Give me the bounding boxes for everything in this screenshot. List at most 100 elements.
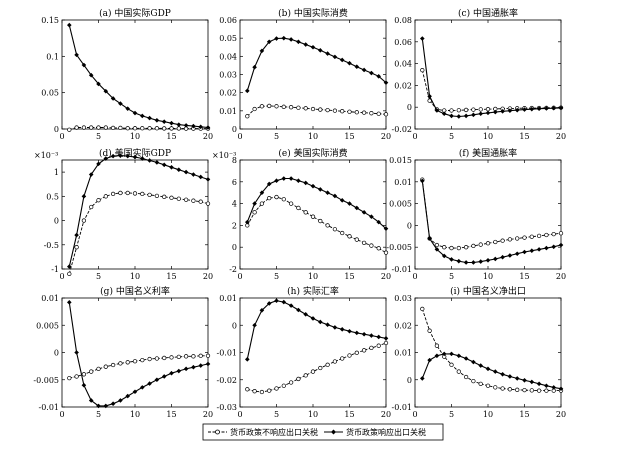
data-point-diamond	[245, 357, 250, 362]
data-point-diamond	[296, 307, 301, 313]
data-point-diamond	[456, 114, 462, 119]
data-point-diamond	[376, 334, 381, 340]
data-point-diamond	[169, 120, 174, 126]
data-point-diamond	[259, 190, 265, 195]
data-point-circle	[169, 355, 174, 360]
data-point-circle	[118, 361, 123, 366]
data-point-diamond	[449, 351, 454, 357]
data-point-circle	[288, 201, 294, 206]
data-point-diamond	[103, 403, 109, 409]
chart-title: (i) 中国名义净出口	[450, 285, 526, 297]
data-point-diamond	[96, 81, 101, 87]
data-point-circle	[347, 234, 352, 239]
data-point-diamond	[441, 351, 447, 357]
data-point-circle	[140, 357, 145, 363]
data-point-diamond	[132, 154, 138, 160]
data-point-diamond	[354, 205, 360, 211]
data-point-diamond	[296, 39, 301, 45]
data-point-diamond	[427, 94, 432, 99]
data-point-diamond	[434, 247, 440, 252]
chart-panel-1: (a) 中国实际GDP 0 5 10 15 20 0 0.05 0.1 0.15	[41, 7, 213, 141]
series-line-no-response	[68, 192, 209, 274]
data-point-circle	[281, 104, 286, 109]
x-tick-label: 10	[308, 132, 318, 141]
data-point-circle	[347, 353, 352, 358]
data-point-diamond	[110, 96, 116, 101]
y-tick-label: 0.05	[219, 34, 237, 43]
data-point-circle	[522, 235, 527, 240]
axis-exponent: ×10⁻³	[34, 151, 58, 160]
data-point-circle	[147, 192, 152, 198]
x-tick-label: 10	[483, 272, 493, 281]
data-point-circle	[471, 243, 476, 249]
y-tick-label: 0.1	[46, 52, 59, 61]
data-point-circle	[274, 104, 279, 109]
data-point-diamond	[383, 226, 389, 231]
data-point-circle	[96, 366, 101, 372]
data-point-diamond	[176, 122, 182, 127]
data-point-circle	[267, 388, 272, 393]
data-point-circle	[361, 348, 367, 353]
y-tick-label: 6	[232, 178, 237, 187]
data-point-circle	[274, 386, 279, 391]
data-point-circle	[463, 245, 469, 250]
data-point-diamond	[376, 74, 381, 79]
data-point-diamond	[140, 385, 145, 390]
data-point-diamond	[110, 401, 116, 407]
chart-panel-4: (d) 美国实际GDP×10⁻³0 5 10 15 20-1-0.500.51	[34, 147, 213, 281]
y-tick-label: 0	[407, 221, 412, 230]
data-point-diamond	[354, 64, 360, 69]
data-point-diamond	[493, 369, 498, 374]
data-point-circle	[103, 364, 108, 369]
data-point-circle	[442, 245, 447, 250]
data-point-diamond	[266, 39, 272, 45]
data-point-circle	[252, 210, 257, 215]
legend-label-no-response: 货币政策不响应出口关税	[230, 427, 318, 437]
data-point-diamond	[318, 48, 323, 53]
data-point-circle	[427, 328, 432, 333]
data-point-diamond	[176, 167, 182, 172]
series-line-response	[246, 177, 387, 230]
data-point-diamond	[205, 125, 211, 130]
x-tick-label: 0	[237, 132, 242, 141]
data-point-diamond	[259, 307, 265, 313]
data-point-diamond	[522, 377, 527, 383]
x-tick-label: 20	[556, 272, 566, 281]
x-tick-label: 15	[166, 272, 176, 281]
data-point-circle	[456, 369, 461, 374]
data-point-circle	[522, 387, 527, 393]
data-point-circle	[267, 103, 272, 109]
y-tick-label: 0.5	[46, 192, 59, 201]
data-point-circle	[140, 126, 145, 131]
data-point-diamond	[154, 160, 160, 165]
data-point-circle	[449, 362, 454, 367]
data-point-circle	[81, 125, 87, 130]
x-tick-label: 5	[449, 272, 454, 281]
legend: 货币政策不响应出口关税 货币政策响应出口关税	[202, 423, 444, 441]
data-point-diamond	[132, 110, 138, 116]
data-point-diamond	[369, 333, 374, 338]
data-point-circle	[147, 356, 152, 362]
x-tick-label: 15	[519, 132, 529, 141]
y-tick-label: -0.01	[391, 403, 412, 412]
data-point-diamond	[536, 381, 542, 387]
chart-panel-6: (f) 美国通胀率 0 5 10 15 20 -0.01 -0.005 0 0.005 0.01 0.…	[386, 147, 566, 281]
data-point-diamond	[161, 119, 167, 125]
data-point-diamond	[339, 327, 345, 332]
y-tick-label: 0	[232, 125, 237, 134]
data-point-circle	[110, 191, 116, 197]
y-tick-label: 0.02	[394, 81, 412, 90]
data-point-circle	[310, 106, 316, 112]
data-point-diamond	[103, 88, 109, 94]
y-tick-label: 0	[54, 217, 59, 226]
data-point-diamond	[183, 123, 189, 128]
data-point-circle	[296, 376, 301, 382]
data-point-diamond	[266, 301, 272, 306]
data-point-circle	[347, 109, 352, 114]
data-point-diamond	[376, 219, 381, 225]
data-point-circle	[162, 194, 167, 199]
chart-title: (f) 美国通胀率	[459, 147, 517, 159]
axis-exponent: ×10⁻³	[212, 151, 236, 160]
data-point-diamond	[463, 260, 469, 265]
